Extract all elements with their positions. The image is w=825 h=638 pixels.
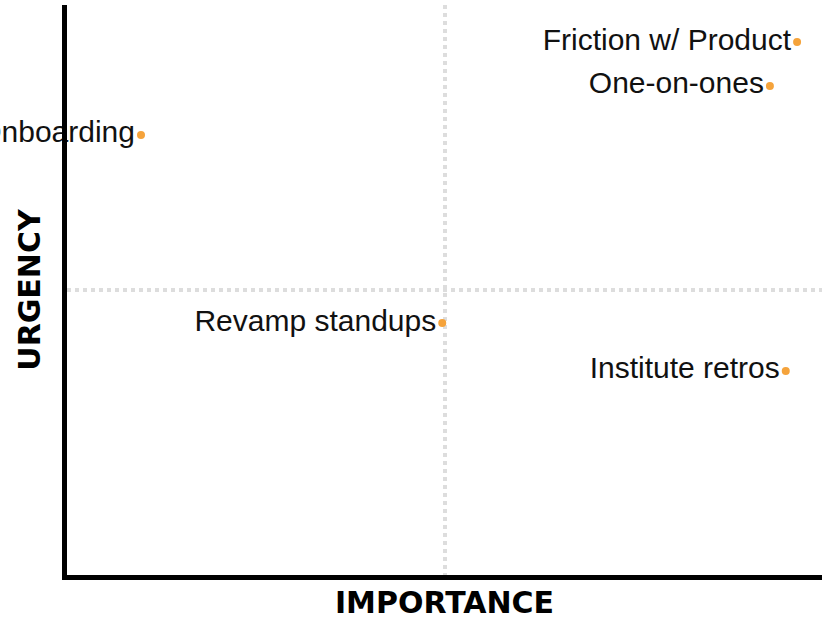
svg-text:Onboarding: Onboarding [0, 115, 135, 148]
svg-text:IMPORTANCE: IMPORTANCE [335, 585, 554, 620]
svg-text:One-on-ones: One-on-ones [589, 66, 764, 99]
svg-text:Revamp standups: Revamp standups [194, 304, 436, 337]
svg-text:URGENCY: URGENCY [12, 208, 47, 371]
svg-text:Institute retros: Institute retros [590, 351, 780, 384]
svg-text:Friction w/ Product: Friction w/ Product [543, 23, 792, 56]
